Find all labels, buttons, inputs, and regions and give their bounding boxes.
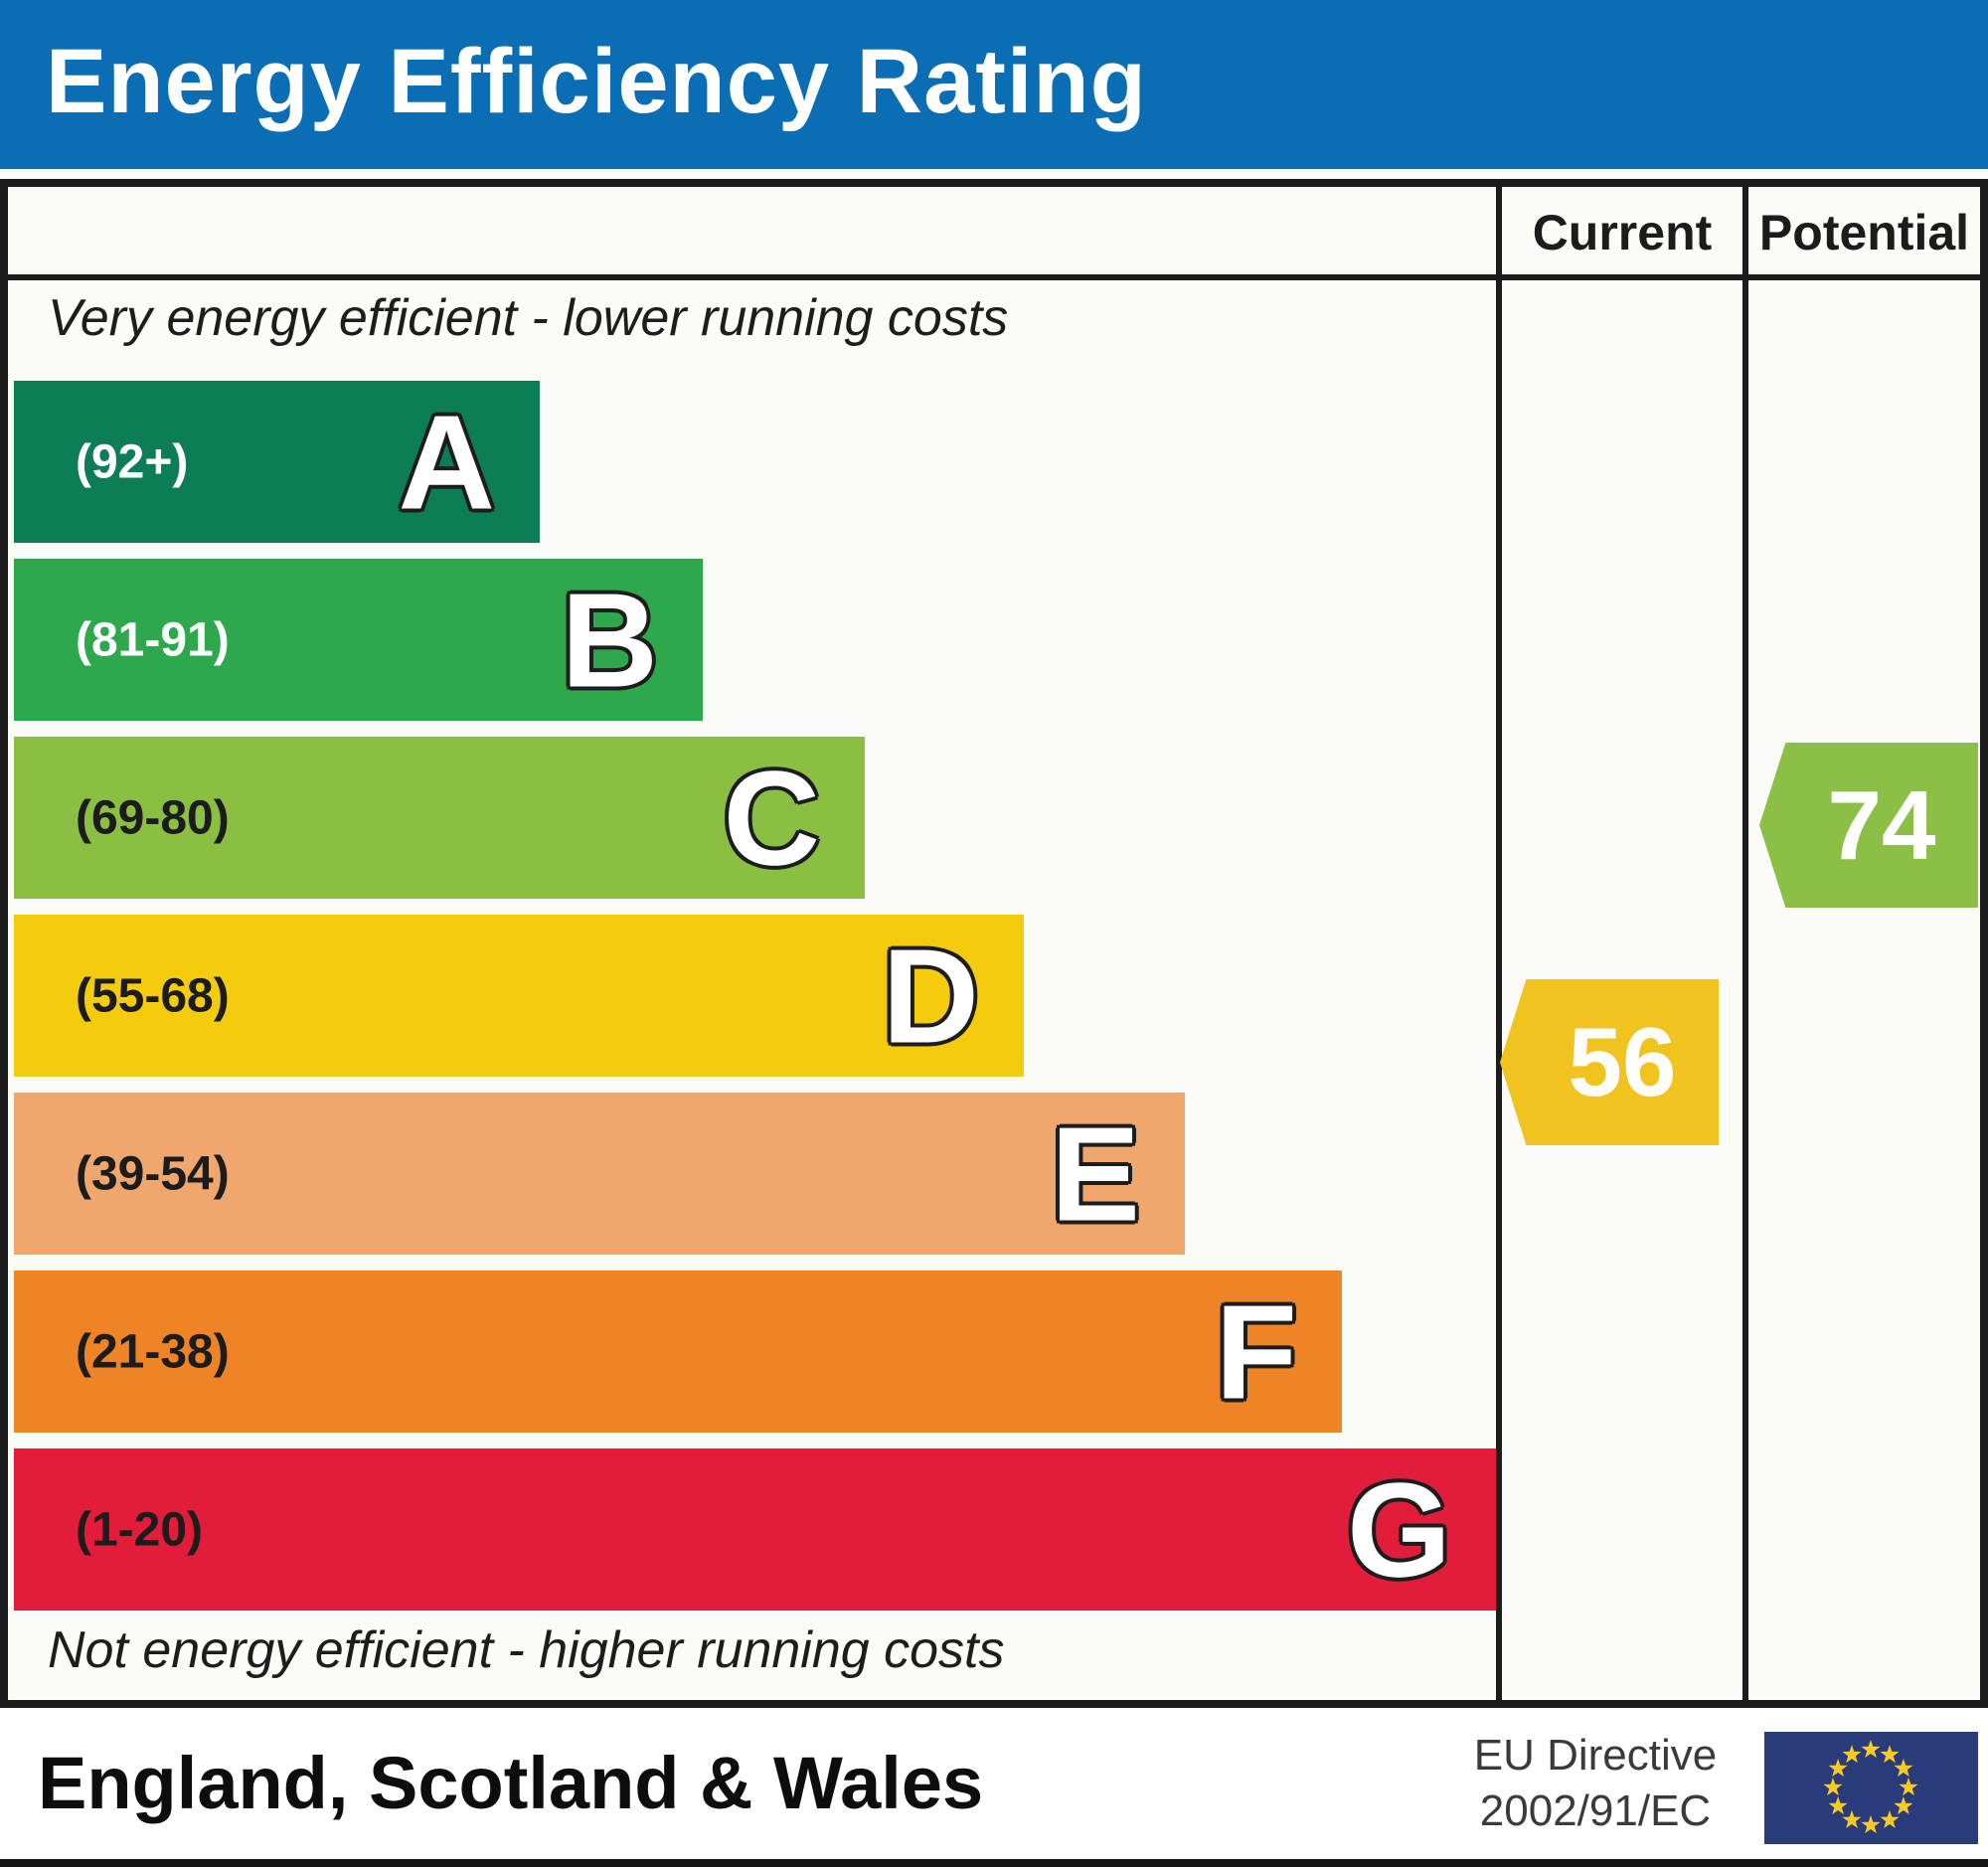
band-f: (21-38) F (14, 1271, 1342, 1433)
band-c-range: (69-80) (76, 791, 230, 844)
eu-directive-label: EU Directive 2002/91/EC (1446, 1728, 1744, 1839)
potential-column-header: Potential (1758, 205, 1970, 260)
band-f-range: (21-38) (76, 1325, 230, 1378)
current-column-divider (1496, 187, 1502, 1700)
band-f-letter: F (1215, 1276, 1297, 1427)
band-c: (69-80) C (14, 737, 865, 899)
header-row-divider (8, 274, 1980, 280)
band-c-letter: C (723, 743, 821, 893)
band-g-letter: G (1346, 1454, 1451, 1605)
potential-column-divider (1742, 187, 1748, 1700)
region-label: England, Scotland & Wales (38, 1742, 984, 1824)
band-a: (92+) A (14, 381, 540, 543)
band-a-letter: A (398, 387, 496, 537)
band-a-range: (92+) (76, 435, 189, 488)
eu-flag-icon (1764, 1732, 1978, 1844)
band-b-letter: B (561, 565, 659, 715)
band-b: (81-91) B (14, 559, 703, 721)
current-score-marker: 56 (1500, 979, 1719, 1145)
title-bar: Energy Efficiency Rating (0, 0, 1988, 169)
page-title: Energy Efficiency Rating (46, 31, 1147, 132)
band-g-range: (1-20) (76, 1503, 204, 1556)
band-g: (1-20) G (14, 1448, 1496, 1611)
bottom-note: Not energy efficient - higher running co… (48, 1621, 1005, 1679)
band-e-letter: E (1050, 1099, 1140, 1249)
eu-directive-line1: EU Directive (1473, 1731, 1718, 1780)
band-b-range: (81-91) (76, 613, 230, 666)
potential-score-marker: 74 (1759, 743, 1978, 908)
footer: England, Scotland & Wales EU Directive 2… (0, 1708, 1988, 1867)
band-e: (39-54) E (14, 1093, 1185, 1255)
band-d-range: (55-68) (76, 969, 230, 1022)
band-d-letter: D (882, 921, 980, 1071)
current-column-header: Current (1532, 205, 1713, 260)
band-d: (55-68) D (14, 915, 1024, 1077)
top-note: Very energy efficient - lower running co… (48, 289, 1009, 347)
band-e-range: (39-54) (76, 1147, 230, 1200)
eu-directive-line2: 2002/91/EC (1479, 1786, 1712, 1835)
rating-table: Current Potential Very energy efficient … (0, 179, 1988, 1708)
